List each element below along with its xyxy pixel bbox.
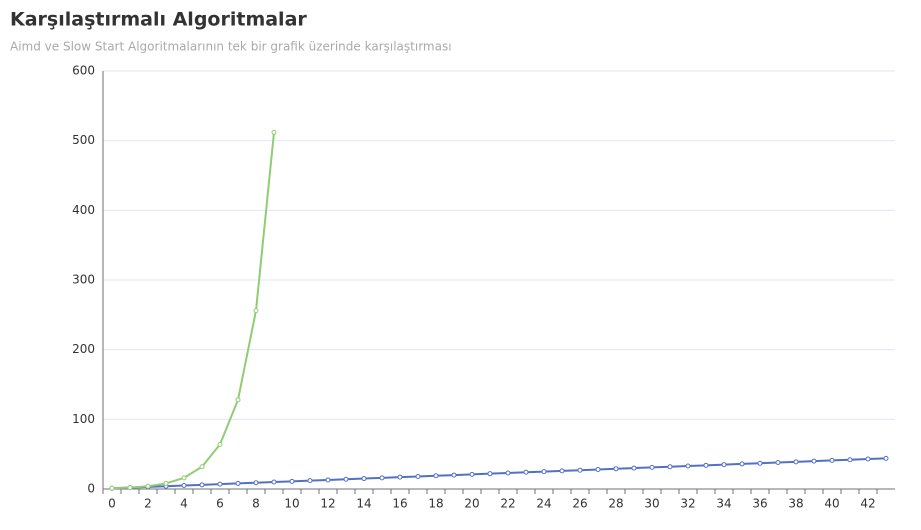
data-point [199,482,205,488]
data-point [325,477,331,483]
data-point [397,474,403,480]
x-tick-label: 10 [284,497,299,511]
data-point [127,485,133,491]
data-point [775,460,781,466]
y-tick-label: 100 [72,412,95,426]
data-point [433,473,439,479]
data-point [847,457,853,463]
y-tick-label: 500 [72,133,95,147]
y-tick-label: 400 [72,203,95,217]
data-point [631,465,637,471]
data-point [451,472,457,478]
data-point [577,467,583,473]
x-tick-label: 28 [608,497,623,511]
data-point [883,455,889,461]
data-point [253,480,259,486]
data-point [829,457,835,463]
x-tick-label: 12 [320,497,335,511]
data-point [469,471,475,477]
x-tick-label: 14 [356,497,371,511]
data-point [523,469,529,475]
x-tick-label: 38 [788,497,803,511]
x-tick-label: 36 [752,497,767,511]
x-tick-label: 32 [680,497,695,511]
data-point [145,483,151,489]
data-point [253,308,259,314]
x-tick-label: 30 [644,497,659,511]
data-point [595,466,601,472]
x-tick-label: 26 [572,497,587,511]
data-point [649,464,655,470]
x-tick-label: 18 [428,497,443,511]
data-point [217,441,223,447]
data-point [235,397,241,403]
series-line [111,457,887,490]
data-point [271,129,277,135]
data-point [667,464,673,470]
data-point [361,476,367,482]
y-tick-label: 0 [87,482,95,496]
data-point [109,485,115,491]
data-point [865,456,871,462]
data-point [289,478,295,484]
data-point [703,462,709,468]
x-tick-label: 40 [824,497,839,511]
data-point [307,478,313,484]
data-point [163,480,169,486]
data-point [217,481,223,487]
x-tick-label: 6 [216,497,224,511]
data-point [613,466,619,472]
data-point [757,460,763,466]
data-point [181,475,187,481]
x-tick-label: 20 [464,497,479,511]
x-tick-label: 8 [252,497,260,511]
data-point [811,458,817,464]
x-tick-label: 0 [108,497,116,511]
x-tick-label: 42 [860,497,875,511]
y-tick-label: 300 [72,273,95,287]
x-tick-label: 34 [716,497,731,511]
chart-title: Karşılaştırmalı Algoritmalar [10,9,307,31]
x-tick-label: 22 [500,497,515,511]
data-point [271,479,277,485]
x-tick-label: 16 [392,497,407,511]
data-point [559,468,565,474]
data-point [487,471,493,477]
data-point [541,469,547,475]
data-point [379,475,385,481]
data-point [415,473,421,479]
x-tick-label: 4 [180,497,188,511]
data-point [739,461,745,467]
data-point [505,470,511,476]
x-tick-label: 2 [144,497,152,511]
data-point [721,462,727,468]
data-point [199,464,205,470]
data-point [685,463,691,469]
chart-subtitle: Aimd ve Slow Start Algoritmalarının tek … [10,40,452,54]
y-tick-label: 200 [72,342,95,356]
y-tick-label: 600 [72,64,95,78]
data-point [181,483,187,489]
data-point [235,480,241,486]
x-tick-label: 24 [536,497,551,511]
data-point [793,459,799,465]
data-point [343,476,349,482]
series-line [111,132,275,490]
